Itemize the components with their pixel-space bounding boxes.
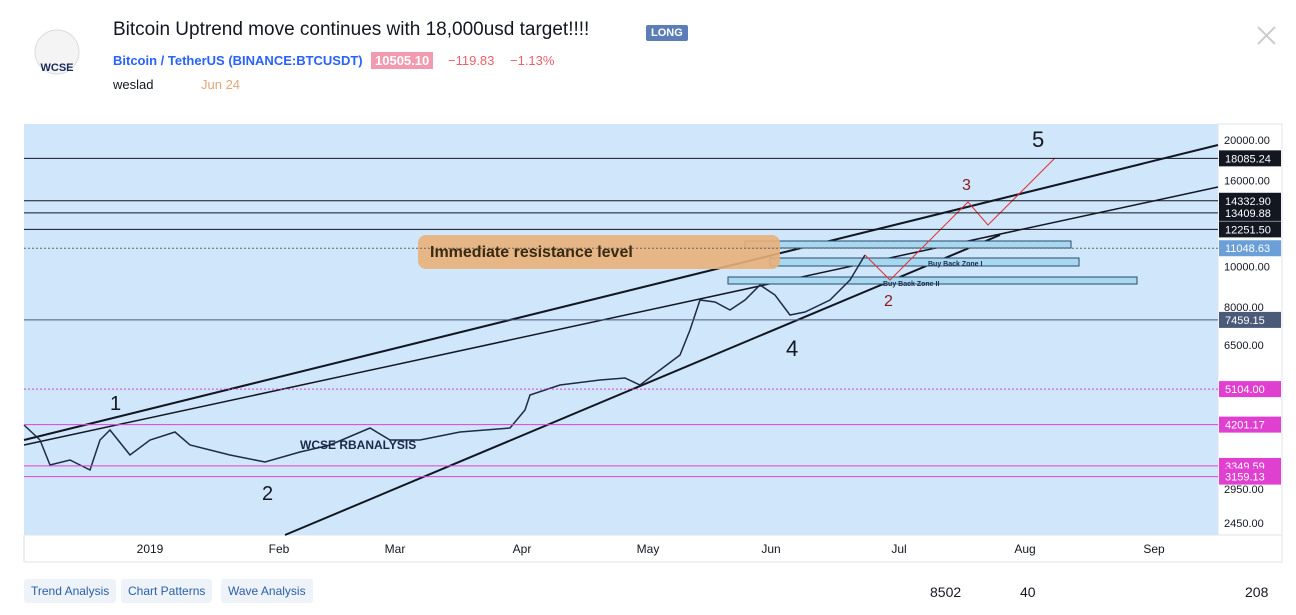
annotation: Immediate resistance level (430, 244, 633, 261)
time-axis-label: Sep (1143, 542, 1165, 556)
price-tag (1219, 311, 1281, 328)
views: 8502 (930, 584, 962, 600)
chart-bg (24, 124, 1218, 535)
tag[interactable]: Trend Analysis (24, 579, 117, 603)
author[interactable]: weslad (113, 77, 154, 92)
symbol-link[interactable]: Bitcoin / TetherUS (BINANCE:BTCUSDT) (113, 53, 363, 68)
time-axis-label: Jul (891, 542, 906, 556)
price-axis-label: 8000.00 (1224, 302, 1264, 314)
close-icon[interactable] (1257, 26, 1276, 45)
price-path (23, 254, 866, 472)
price-tag-label: 14332.90 (1225, 196, 1271, 208)
price-tag (1219, 150, 1281, 167)
tag[interactable]: Wave Analysis (221, 579, 313, 603)
price-tag (1219, 416, 1281, 433)
price-axis-label: 2450.00 (1224, 518, 1264, 530)
time-axis-label: Jun (761, 542, 780, 556)
likes[interactable]: 208 (1245, 584, 1269, 600)
time-axis-label: Mar (385, 542, 406, 556)
price: 10505.10 (371, 52, 434, 69)
price-tag-label: 5104.00 (1225, 384, 1265, 396)
annotation: 5 (1032, 127, 1044, 152)
annotation: WCSE RBANALYSIS (300, 438, 416, 452)
projection (864, 157, 1056, 281)
price-axis-label: 6500.00 (1224, 340, 1264, 352)
price-tag-label: 4201.17 (1225, 420, 1265, 432)
tag[interactable]: Chart Patterns (121, 579, 213, 603)
price-tag (1219, 204, 1281, 221)
price-tag-label: 13409.88 (1225, 208, 1271, 220)
price-tag-label: 12251.50 (1225, 224, 1271, 236)
idea-title[interactable]: Bitcoin Uptrend move continues with 18,0… (113, 19, 590, 40)
resistance-box (418, 235, 780, 269)
annotation: 2 (884, 293, 893, 310)
price-tag (1219, 381, 1281, 398)
price-axis-label: 16000.00 (1224, 176, 1270, 188)
time-axis-label: Feb (269, 542, 290, 556)
time-axis-label: Apr (513, 542, 532, 556)
price-tag-label: 11048.63 (1225, 243, 1270, 255)
logo-circle (34, 29, 80, 75)
change-pct: −1.13% (510, 53, 555, 68)
time-axis-bg (23, 534, 1283, 563)
time-axis-label: 2019 (137, 542, 164, 556)
logo-text: WCSE (41, 62, 74, 74)
annotation: 3 (962, 177, 971, 194)
annotation: Buy Back Zone II (883, 281, 939, 288)
annotation: 2 (262, 483, 273, 505)
annotation: 4 (786, 336, 798, 361)
price-tag (1219, 192, 1281, 209)
date: Jun 24 (201, 77, 241, 92)
price-axis-label: 20000.00 (1224, 135, 1270, 147)
time-axis-label: Aug (1014, 542, 1035, 556)
price-axis-label: 2950.00 (1224, 484, 1264, 496)
price-axis-label: 10000.00 (1224, 261, 1270, 273)
direction-badge: LONG (646, 25, 688, 41)
price-tag (1219, 468, 1281, 485)
comments[interactable]: 40 (1020, 584, 1036, 600)
annotation: 1 (110, 393, 121, 415)
time-axis-label: May (637, 542, 660, 556)
annotation: Buy Back Zone I (928, 261, 983, 268)
change: −119.83 (448, 53, 495, 68)
price-tag-label: 18085.24 (1225, 153, 1271, 165)
price-tag-label: 7459.15 (1225, 315, 1265, 327)
price-tag-label: 3159.13 (1225, 472, 1265, 484)
price-tag (1219, 221, 1281, 238)
price-tag (1219, 240, 1281, 257)
